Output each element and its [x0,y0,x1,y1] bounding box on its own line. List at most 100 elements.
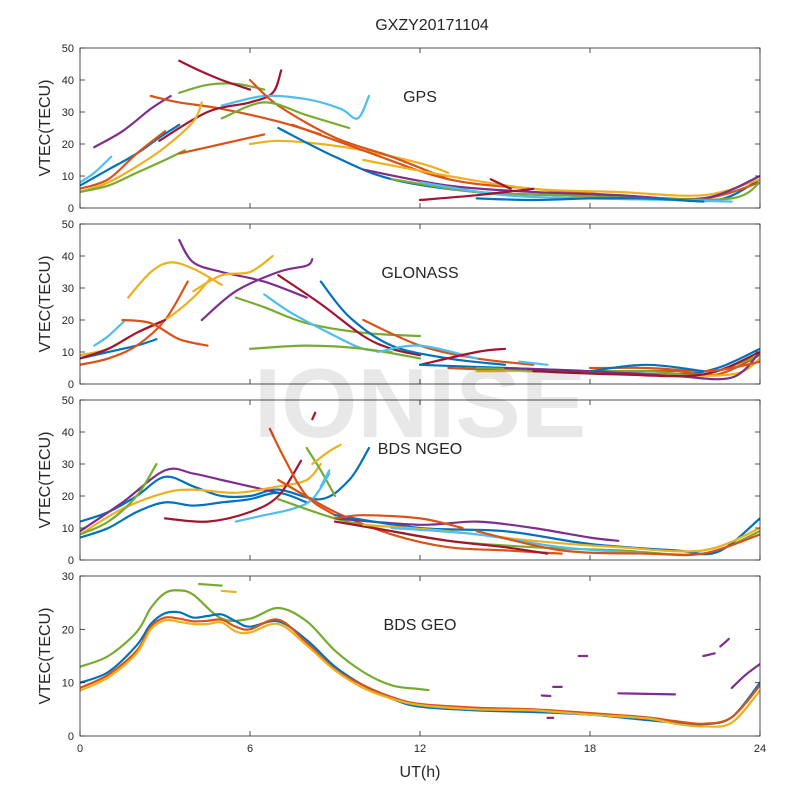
series-line-0-17 [362,158,760,197]
y-tick-label: 10 [62,347,74,359]
series-line-2-16 [333,514,464,530]
series-group [80,582,760,728]
panel-0: 0 10 20 30 40 50 VTEC(TECU) GPS [37,43,761,215]
x-axis-label: UT(h) [400,764,441,781]
series-line-0-9 [80,130,167,190]
series-line-1-17 [121,318,209,347]
y-tick-label: 10 [62,678,74,690]
series-line-3-5 [80,618,760,728]
plot-area [80,400,760,560]
panel-2: 0 10 20 30 40 50 VTEC(TECU) BDS NGEO [37,395,761,567]
figure-title: GXZY20171104 [375,17,489,34]
series-line-2-1 [80,467,280,533]
series-line-0-21 [418,187,535,202]
y-tick-label: 10 [62,171,74,183]
y-tick-label: 30 [62,283,74,295]
series-line-0-5 [220,94,371,120]
series-line-2-5 [163,459,303,523]
y-tick-label: 30 [62,459,74,471]
series-line-2-0 [80,446,371,523]
series-line-1-9 [362,318,535,366]
series-line-0-13 [178,133,266,155]
y-tick-label: 20 [62,624,74,636]
series-line-1-8 [248,344,422,360]
series-line-1-6 [277,274,422,357]
series-line-0-18 [362,168,760,201]
panel-3: 0 10 20 30 0 6 12 18 24 VTEC(TECU) BDS GEO [37,571,766,755]
y-axis-label: VTEC(TECU) [37,432,54,529]
series-line-1-16 [80,318,167,360]
y-tick-label: 30 [62,107,74,119]
series-line-0-14 [220,101,351,130]
y-tick-label: 0 [68,731,74,743]
y-tick-label: 50 [62,219,74,231]
series-line-0-2 [178,59,252,91]
series-line-2-19 [475,530,760,557]
y-tick-label: 0 [68,379,74,391]
x-tick-label: 18 [584,743,596,755]
series-line-0-7 [248,78,450,181]
x-tick-label: 24 [754,743,766,755]
series-group [80,59,760,203]
y-tick-label: 50 [62,395,74,407]
series-line-3-7 [730,662,760,690]
y-tick-label: 20 [62,491,74,503]
y-tick-label: 40 [62,427,74,439]
series-line-2-20 [311,411,317,421]
y-tick-label: 20 [62,139,74,151]
series-line-2-14 [333,520,549,555]
series-line-2-10 [319,469,331,488]
series-line-1-11 [418,347,507,366]
series-line-3-3 [80,610,760,726]
series-line-2-3 [80,462,158,536]
series-line-1-1 [178,238,308,299]
series-line-1-4 [234,296,422,338]
panel-annotation: GPS [403,89,437,106]
y-tick-label: 20 [62,315,74,327]
series-line-2-13 [333,517,620,542]
series-line-0-23 [475,197,705,203]
series-line-0-12 [80,155,113,184]
series-line-2-11 [277,478,563,555]
series-line-3-2 [220,589,237,594]
series-line-3-1 [197,582,223,587]
x-tick-label: 12 [414,743,426,755]
series-line-3-6 [617,692,677,696]
series-line-0-10 [80,101,203,194]
series-line-1-25 [588,363,705,373]
y-tick-label: 40 [62,75,74,87]
y-tick-label: 10 [62,523,74,535]
series-line-0-11 [80,149,186,194]
y-tick-label: 0 [68,203,74,215]
series-line-1-3 [200,258,314,322]
series-line-3-8 [702,652,716,658]
y-axis-label: VTEC(TECU) [37,608,54,705]
panel-1: 0 10 20 30 40 50 VTEC(TECU) GLONASS [37,219,761,391]
series-line-3-12 [540,694,552,698]
x-tick-label: 6 [247,743,253,755]
series-line-2-7 [305,446,337,498]
series-line-1-0 [127,261,223,299]
series-line-1-15 [93,318,127,347]
y-tick-label: 50 [62,43,74,55]
series-line-2-8 [311,443,342,466]
panel-annotation: BDS GEO [384,617,457,634]
series-line-1-26 [518,360,549,366]
series-line-3-9 [719,637,730,648]
y-tick-label: 40 [62,251,74,263]
series-line-2-4 [80,491,308,539]
series-line-0-0 [93,94,172,149]
series-line-1-7 [319,280,507,366]
series-line-0-22 [489,178,512,190]
series-line-2-9 [234,472,331,523]
series-line-0-6 [248,139,450,174]
series-group [80,411,760,557]
plot-area [80,576,760,736]
panel-annotation: GLONASS [381,265,458,282]
series-group [80,238,760,381]
watermark: IONISE [254,348,586,458]
series-line-1-23 [532,350,760,378]
y-tick-label: 30 [62,571,74,583]
series-line-0-1 [178,82,266,94]
